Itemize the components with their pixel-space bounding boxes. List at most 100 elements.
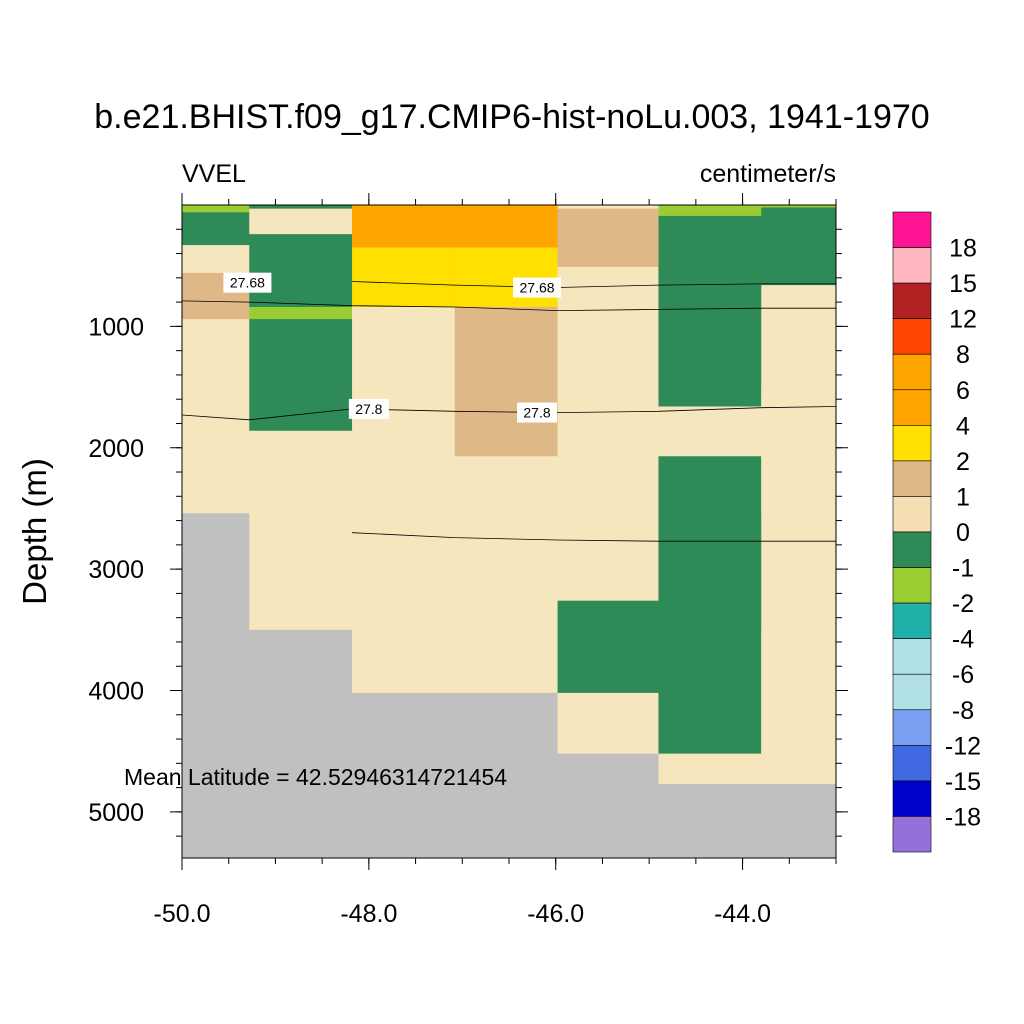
- colorbar-label: -1: [952, 555, 974, 583]
- colorbar-swatch: [892, 353, 932, 391]
- colorbar-label: -15: [945, 768, 981, 796]
- heatmap-cell: [249, 205, 353, 210]
- y-tick-label: 1000: [88, 313, 144, 341]
- colorbar-swatch: [892, 531, 932, 568]
- heatmap-cell: [658, 205, 762, 217]
- svg-text:27.68: 27.68: [520, 280, 555, 296]
- heatmap-cells: [182, 205, 837, 859]
- contour-line: [351, 532, 836, 542]
- heatmap-cell: [352, 205, 456, 248]
- heatmap-cell: [454, 456, 559, 694]
- y-axis-label: Depth (m): [16, 458, 53, 605]
- colorbar-label: -6: [952, 661, 974, 689]
- colorbar-label: -18: [945, 803, 981, 831]
- colorbar-swatch: [892, 673, 932, 711]
- heatmap-cell: [249, 208, 353, 235]
- heatmap-cell: [454, 306, 559, 457]
- colorbar-swatch: [892, 425, 932, 462]
- contour-label: 27.68: [223, 272, 272, 293]
- colorbar-swatch: [892, 211, 932, 248]
- heatmap-cell: [182, 212, 250, 246]
- colorbar-label: -4: [952, 626, 974, 654]
- contour-line: [181, 300, 836, 312]
- heatmap-cell: [557, 205, 659, 210]
- colorbar-label: 0: [956, 519, 970, 547]
- heatmap-cell: [249, 430, 353, 631]
- contour-line: [181, 406, 837, 421]
- y-tick-label: 2000: [88, 435, 144, 463]
- heatmap-cell: [557, 208, 659, 268]
- svg-text:27.8: 27.8: [355, 401, 382, 417]
- variable-label: VVEL: [182, 160, 246, 188]
- colorbar-label: 12: [949, 306, 977, 334]
- heatmap-cell: [761, 205, 837, 208]
- colorbar-label: -8: [952, 697, 974, 725]
- colorbar-label: 18: [949, 235, 977, 263]
- colorbar-label: 2: [956, 448, 970, 476]
- x-tick-label: -48.0: [340, 900, 397, 928]
- heatmap-cell: [249, 629, 353, 859]
- heatmap-cell: [557, 753, 659, 859]
- x-tick-label: -46.0: [527, 900, 584, 928]
- heatmap-cell: [658, 406, 762, 457]
- colorbar-label: 4: [956, 412, 970, 440]
- heatmap-cell: [249, 306, 353, 320]
- heatmap-cell: [557, 600, 659, 694]
- colorbar-swatch: [892, 247, 932, 284]
- heatmap-cell: [182, 319, 250, 514]
- contour-lines: [181, 281, 837, 542]
- colorbar-label: 6: [956, 377, 970, 405]
- colorbar-label: -2: [952, 590, 974, 618]
- heatmap-cell: [454, 247, 559, 308]
- colorbar-label: 1: [956, 483, 970, 511]
- svg-text:27.8: 27.8: [523, 405, 550, 421]
- heatmap-cell: [182, 513, 250, 859]
- heatmap-cell: [182, 205, 250, 213]
- colorbar-swatch: [892, 318, 932, 355]
- heatmap-cell: [658, 753, 762, 785]
- heatmap-cell: [249, 319, 353, 432]
- heatmap-cell: [761, 207, 837, 286]
- colorbar-swatch: [892, 709, 932, 746]
- heatmap-cell: [249, 234, 353, 308]
- heatmap-cell: [557, 692, 659, 755]
- x-tick-label: -50.0: [154, 900, 211, 928]
- colorbar-label: 8: [956, 341, 970, 369]
- svg-text:27.68: 27.68: [230, 275, 265, 291]
- heatmap-cell: [557, 266, 659, 602]
- mean-latitude-annotation: Mean Latitude = 42.52946314721454: [124, 764, 508, 790]
- contour-line: [351, 281, 836, 288]
- heatmap-cell: [658, 215, 762, 407]
- colorbar-swatch: [892, 816, 932, 853]
- heatmap-cell: [761, 783, 837, 859]
- colorbar-label: -12: [945, 732, 981, 760]
- colorbar-swatch: [892, 389, 932, 426]
- contour-label: 27.68: [513, 277, 562, 298]
- colorbar-label: 15: [949, 270, 977, 298]
- colorbar-swatch: [892, 567, 932, 604]
- colorbar-swatch: [892, 282, 932, 319]
- colorbar-swatch: [892, 602, 932, 639]
- y-tick-label: 3000: [88, 556, 144, 584]
- colorbar-swatch: [892, 638, 932, 675]
- axis-ticks: -50.0 -48.0 -46.0 -44.0 1000 2000 3000 4000 5000: [88, 193, 848, 928]
- contour-label: 27.8: [517, 402, 558, 423]
- heatmap-cell: [658, 783, 762, 859]
- contour-labels: 27.68 27.68 27.8 27.8: [223, 272, 562, 423]
- heatmap-cell: [182, 245, 250, 274]
- colorbar-swatch: [892, 780, 932, 817]
- colorbar-swatch: [892, 460, 932, 497]
- heatmap-cell: [352, 692, 456, 859]
- colorbar-swatch: [892, 496, 932, 533]
- heatmap-cell: [658, 456, 762, 755]
- y-tick-label: 5000: [88, 799, 144, 827]
- y-tick-label: 4000: [88, 678, 144, 706]
- colorbar: 18 15 12 8 6 4 2 1 0 -1 -2 -4 -6 -8 -12 -15 -18: [892, 211, 981, 853]
- colorbar-swatch: [892, 745, 932, 782]
- heatmap-cell: [454, 692, 559, 859]
- x-tick-label: -44.0: [714, 900, 771, 928]
- chart-title: b.e21.BHIST.f09_g17.CMIP6-hist-noLu.003,…: [94, 98, 930, 136]
- contour-label: 27.8: [348, 398, 389, 419]
- heatmap-cell: [352, 247, 456, 308]
